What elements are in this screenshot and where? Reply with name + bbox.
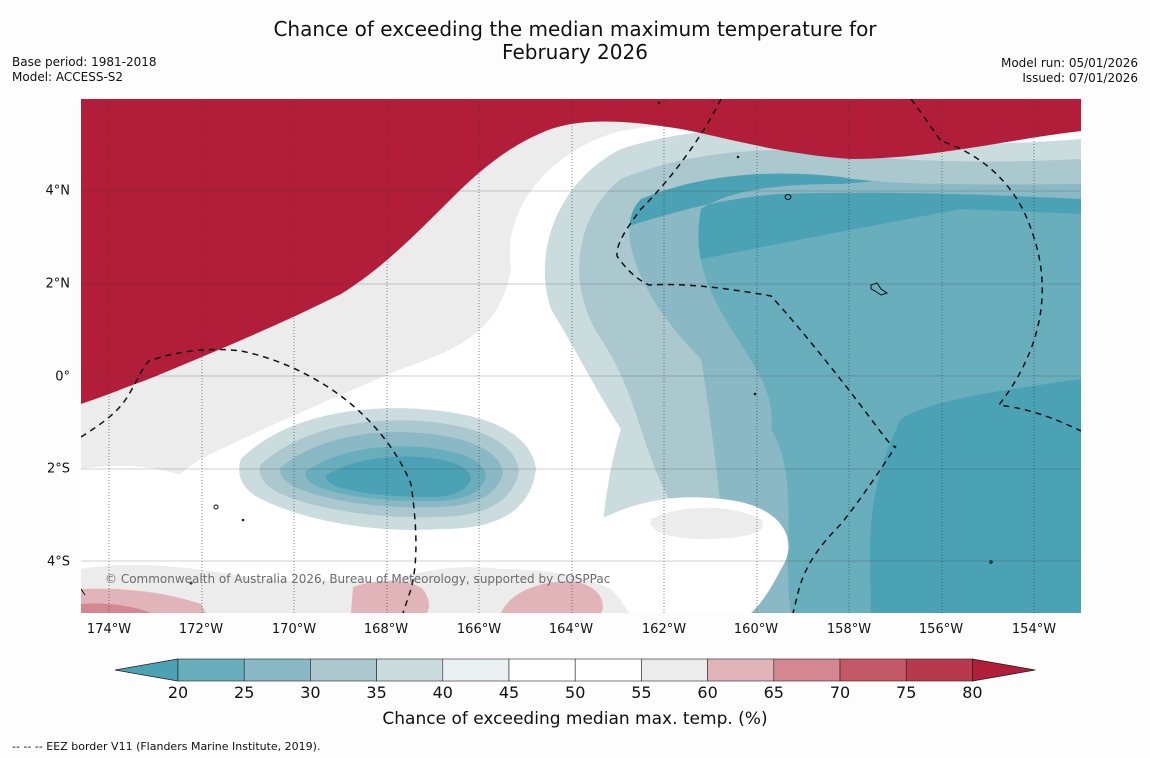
model-run: Model run: 05/01/2026 (1000, 56, 1138, 70)
island-3 (736, 155, 740, 159)
field-south-white (81, 465, 789, 613)
island-4 (657, 101, 661, 105)
lat-label: 0° (55, 369, 70, 385)
base-period: Base period: 1981-2018 (12, 55, 157, 69)
colorbar-cell (839, 658, 907, 682)
colorbar-cell (508, 658, 576, 682)
colorbar-cell (177, 658, 245, 682)
map-panel (81, 99, 1081, 613)
colorbar-tick-label: 40 (432, 683, 453, 702)
lon-label: 166°W (456, 622, 502, 637)
map-canvas (81, 99, 1081, 613)
eez-border-central (616, 99, 897, 613)
island-8 (989, 560, 993, 564)
patch-south-pink-4 (81, 603, 151, 613)
colorbar-cell (243, 658, 311, 682)
island-6 (241, 518, 245, 522)
patch-south-pink-1 (351, 580, 430, 613)
lon-label: 168°W (363, 622, 409, 637)
colorbar (114, 658, 1036, 682)
colorbar-tick-label: 50 (565, 683, 586, 702)
lon-label: 160°W (733, 622, 779, 637)
eez-borders (81, 99, 1081, 613)
patch-south-grey (650, 507, 763, 539)
island-7 (189, 581, 193, 585)
colorbar-tick-label: 30 (300, 683, 321, 702)
colorbar-tick-label: 20 (167, 683, 189, 702)
chart-title: Chance of exceeding the median maximum t… (0, 18, 1150, 64)
blob-20 (325, 456, 471, 497)
lon-label: 162°W (641, 622, 687, 637)
title-line-2: February 2026 (502, 40, 648, 64)
lat-label: 2°S (46, 461, 70, 477)
graticule (81, 99, 1081, 613)
eez-border-west (81, 348, 417, 613)
island-5 (213, 504, 219, 510)
eez-border-east (910, 99, 1081, 432)
colorbar-tick-label: 55 (631, 683, 652, 702)
field-above-80-main (81, 99, 1081, 399)
islands (81, 101, 993, 596)
colorbar-extend-high (972, 658, 1036, 682)
colorbar-cell (773, 658, 841, 682)
colorbar-cell (905, 658, 973, 682)
colorbar-tick-label: 65 (763, 683, 784, 702)
lon-label: 154°W (1011, 622, 1057, 637)
colorbar-tick-label: 35 (366, 683, 387, 702)
colorbar-tick-label: 75 (896, 683, 917, 702)
lon-label: 164°W (548, 622, 594, 637)
lon-label: 170°W (271, 622, 317, 637)
colorbar-cells (114, 658, 1036, 682)
island-1 (784, 194, 792, 200)
lon-label: 158°W (826, 622, 872, 637)
meta-right: Model run: 05/01/2026 Issued: 07/01/2026 (1001, 56, 1138, 86)
patch-south-pink-2 (501, 581, 603, 613)
meta-left: Base period: 1981-2018 Model: ACCESS-S2 (12, 55, 157, 85)
lon-label: 172°W (178, 622, 224, 637)
lat-label: 4°S (46, 554, 70, 570)
colorbar-tick-label: 25 (234, 683, 255, 702)
colorbar-cell (574, 658, 642, 682)
colorbar-cell (641, 658, 708, 682)
island-2 (870, 282, 889, 296)
colorbar-cell (376, 658, 444, 682)
colorbar-cell (442, 658, 510, 682)
lat-label: 2°N (45, 276, 71, 292)
lon-label: 156°W (918, 622, 964, 637)
colorbar-tick-label: 70 (829, 683, 851, 702)
colorbar-tick-label: 80 (962, 683, 983, 702)
colorbar-label: Chance of exceeding median max. temp. (%… (382, 709, 768, 729)
colorbar-tick-label: 45 (498, 683, 520, 702)
eez-footnote: -- -- -- EEZ border V11 (Flanders Marine… (12, 740, 321, 753)
colorbar-extend-low (114, 658, 179, 682)
title-line-1: Chance of exceeding the median maximum t… (273, 17, 877, 41)
colorbar-cell (310, 658, 377, 682)
colorbar-tick-label: 60 (697, 683, 718, 702)
lat-label: 4°N (45, 183, 71, 199)
island-10 (81, 588, 86, 596)
issued-date: Issued: 07/01/2026 (1022, 71, 1138, 85)
island-9 (753, 392, 757, 396)
colorbar-cell (707, 658, 775, 682)
copyright-notice: © Commonwealth of Australia 2026, Bureau… (105, 572, 611, 586)
lon-label: 174°W (86, 622, 132, 637)
model-name: Model: ACCESS-S2 (12, 70, 124, 84)
